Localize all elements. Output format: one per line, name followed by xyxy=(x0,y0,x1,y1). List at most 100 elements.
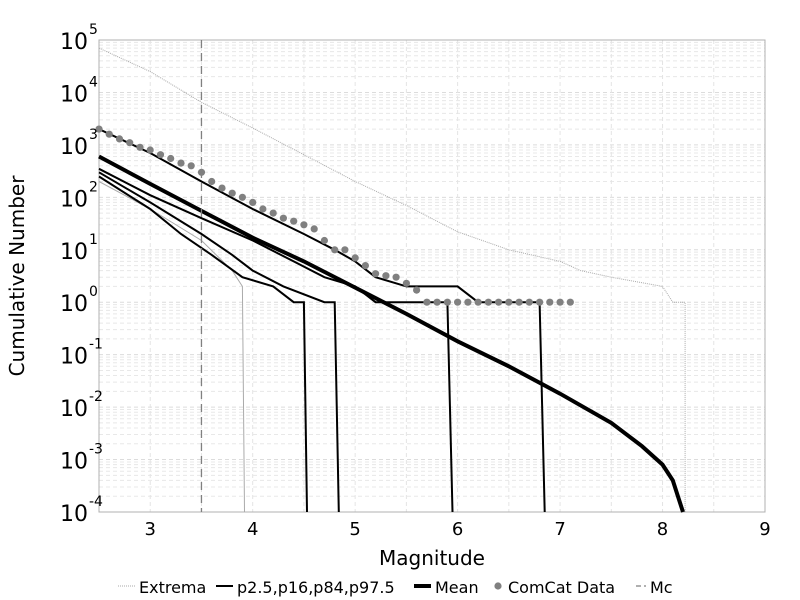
x-tick-label: 9 xyxy=(759,519,770,540)
y-tick-exponent: -4 xyxy=(89,494,103,510)
comcat-data-point xyxy=(95,125,103,133)
legend-label: Mean xyxy=(435,578,479,597)
legend-label: ComCat Data xyxy=(508,578,615,597)
comcat-data-point xyxy=(392,273,400,281)
comcat-data-point xyxy=(300,221,308,229)
comcat-data-point xyxy=(290,217,298,225)
comcat-data-point xyxy=(423,298,431,306)
comcat-data-point xyxy=(464,298,472,306)
comcat-data-point xyxy=(310,225,318,233)
legend-label: p2.5,p16,p84,p97.5 xyxy=(237,578,395,597)
y-axis-label: Cumulative Number xyxy=(5,175,29,377)
y-tick-exponent: 3 xyxy=(89,127,98,143)
legend-item-mean: Mean xyxy=(414,578,479,597)
y-tick-label: 10 1 xyxy=(60,232,98,265)
y-tick-base: 10 xyxy=(60,240,88,265)
comcat-data-point xyxy=(115,135,124,143)
y-tick-label: 10 -2 xyxy=(60,389,103,422)
y-tick-label: 10 -4 xyxy=(60,494,103,527)
comcat-data-point xyxy=(177,159,185,167)
comcat-data-point xyxy=(474,298,482,306)
y-tick-label: 10 2 xyxy=(60,179,98,212)
plot-frame xyxy=(98,39,766,513)
y-tick-exponent: -3 xyxy=(89,442,103,458)
y-tick-exponent: -1 xyxy=(89,337,103,353)
y-tick-base: 10 xyxy=(60,345,88,370)
comcat-data-point xyxy=(556,298,564,306)
y-tick-base: 10 xyxy=(60,30,88,55)
comcat-data-point xyxy=(320,236,328,245)
comcat-data-point xyxy=(382,272,390,280)
comcat-data-point xyxy=(443,298,451,306)
x-tick-label: 6 xyxy=(452,519,463,540)
legend-item-percentiles: p2.5,p16,p84,p97.5 xyxy=(216,578,395,597)
series-p2-5 xyxy=(98,175,308,513)
comcat-data-point xyxy=(249,198,257,206)
y-tick-exponent: -2 xyxy=(89,389,103,405)
comcat-data-point xyxy=(546,298,554,306)
y-tick-base: 10 xyxy=(60,82,88,107)
x-tick-label: 8 xyxy=(657,519,668,540)
comcat-data-point xyxy=(269,209,277,217)
comcat-data-point xyxy=(259,205,267,213)
y-tick-label: 10 -1 xyxy=(60,337,103,370)
comcat-data-point xyxy=(566,298,574,306)
legend-item-mc: Mc xyxy=(636,578,673,597)
legend-label: Mc xyxy=(650,578,673,597)
comcat-data-point xyxy=(433,298,441,306)
series-mean xyxy=(98,154,685,513)
comcat-data-point xyxy=(484,298,492,306)
comcat-data-point xyxy=(351,254,359,262)
legend-item-extrema: Extrema xyxy=(118,578,206,597)
y-tick-base: 10 xyxy=(60,450,88,475)
comcat-data-point xyxy=(218,184,226,192)
x-tick-label: 5 xyxy=(349,519,360,540)
x-tick-labels: 3 4 5 6 7 8 9 xyxy=(145,519,771,540)
comcat-data-point xyxy=(136,143,144,151)
x-axis-label: Magnitude xyxy=(379,546,485,570)
y-tick-label: 10 3 xyxy=(60,127,98,160)
comcat-data-point xyxy=(372,270,380,278)
y-tick-exponent: 5 xyxy=(89,22,98,38)
grid xyxy=(99,40,766,513)
y-tick-label: 10 5 xyxy=(60,22,98,55)
y-tick-base: 10 xyxy=(60,187,88,212)
series-p84 xyxy=(98,167,454,513)
comcat-data-point xyxy=(515,298,523,306)
comcat-data-point xyxy=(279,214,287,222)
y-tick-base: 10 xyxy=(60,292,88,317)
comcat-data-point xyxy=(238,193,246,201)
y-tick-exponent: 0 xyxy=(89,284,98,300)
y-tick-exponent: 4 xyxy=(89,74,98,90)
series-layer xyxy=(95,40,686,513)
comcat-data-point xyxy=(187,162,195,170)
x-tick-label: 4 xyxy=(247,519,258,540)
comcat-data-point xyxy=(402,279,410,287)
y-tick-label: 10 0 xyxy=(60,284,98,317)
comcat-data-point xyxy=(156,151,165,159)
comcat-data-point xyxy=(536,298,544,306)
y-tick-exponent: 1 xyxy=(89,232,98,248)
comcat-data-point xyxy=(341,246,349,254)
y-tick-exponent: 2 xyxy=(89,179,98,195)
comcat-data-point xyxy=(495,298,503,306)
legend-swatch xyxy=(494,582,502,590)
series-extrema-upper xyxy=(98,47,686,512)
series-p16 xyxy=(98,171,340,513)
comcat-data-point xyxy=(126,139,134,147)
comcat-data-point xyxy=(228,189,236,197)
plot-background xyxy=(99,40,765,512)
y-tick-base: 10 xyxy=(60,135,88,160)
comcat-data-point xyxy=(525,298,533,306)
comcat-data-point xyxy=(505,298,513,306)
comcat-data-point xyxy=(413,286,421,294)
x-tick-label: 3 xyxy=(145,519,156,540)
y-tick-base: 10 xyxy=(60,397,88,422)
comcat-data-point xyxy=(146,146,154,154)
legend: Extrema p2.5,p16,p84,p97.5 Mean ComCat Data… xyxy=(118,578,673,597)
comcat-data-point xyxy=(208,177,216,186)
x-tick-label: 7 xyxy=(554,519,565,540)
y-tick-label: 10 4 xyxy=(60,74,98,107)
